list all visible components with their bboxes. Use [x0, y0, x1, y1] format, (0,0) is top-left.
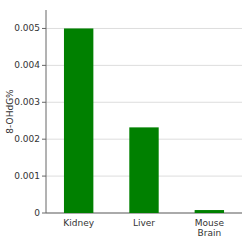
bars: [64, 28, 224, 213]
y-tick: [42, 139, 46, 140]
y-tick: [42, 65, 46, 66]
y-axis-label: 8-OHdG%: [5, 89, 15, 134]
x-tick-label: Liver: [133, 218, 155, 228]
chart: 0 0.001 0.002 0.003 0.004 0.005 Kidney Liver Mou…: [0, 0, 250, 247]
y-tick: [42, 28, 46, 29]
y-tick-label: 0: [34, 208, 40, 218]
x-tick-label: MouseBrain: [195, 218, 225, 238]
axes: 0 0.001 0.002 0.003 0.004 0.005 Kidney Liver Mou…: [14, 10, 242, 238]
y-tick-label: 0.005: [14, 23, 40, 33]
y-tick: [42, 213, 46, 214]
bar: [195, 210, 224, 213]
x-tick-label: Kidney: [63, 218, 94, 228]
y-tick-label: 0.004: [14, 60, 40, 70]
bar: [64, 28, 93, 213]
y-tick: [42, 102, 46, 103]
y-tick-label: 0.002: [14, 134, 40, 144]
y-tick-label: 0.001: [14, 171, 40, 181]
y-tick-label: 0.003: [14, 97, 40, 107]
y-tick: [42, 176, 46, 177]
grid: [46, 28, 242, 213]
bar: [129, 127, 158, 213]
chart-container: 0 0.001 0.002 0.003 0.004 0.005 Kidney Liver Mou…: [0, 0, 250, 247]
y-axis-line: [46, 10, 47, 213]
